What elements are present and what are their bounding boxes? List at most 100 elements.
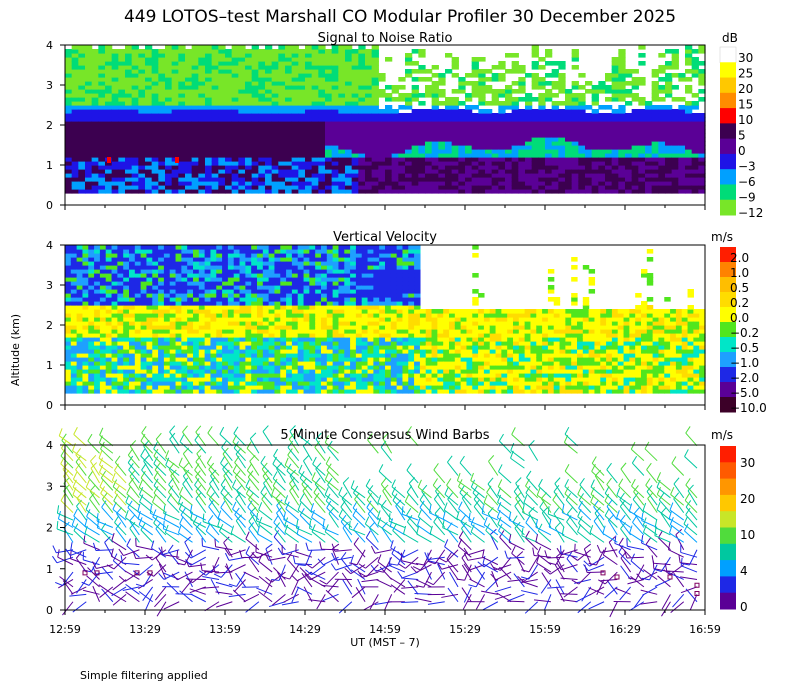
snr-cell: [305, 89, 313, 94]
velocity-cell: [70, 285, 78, 290]
snr-cell: [165, 125, 173, 130]
snr-cell: [278, 49, 286, 54]
snr-cell: [378, 93, 386, 98]
snr-cell: [685, 173, 693, 178]
snr-cell: [278, 101, 286, 106]
velocity-cell: [70, 245, 78, 250]
snr-cell: [331, 121, 339, 126]
snr-cell: [91, 125, 99, 130]
snr-cell: [271, 65, 279, 70]
snr-cell: [691, 105, 699, 110]
snr-cell: [465, 133, 473, 138]
velocity-cell: [198, 317, 206, 322]
snr-cell: [265, 117, 273, 122]
velocity-cell: [286, 249, 293, 254]
velocity-cell: [146, 277, 153, 282]
snr-cell: [478, 85, 486, 90]
snr-cell: [425, 121, 433, 126]
snr-cell: [198, 121, 206, 126]
velocity-cell: [286, 389, 293, 394]
snr-cell: [138, 69, 146, 74]
velocity-cell: [99, 265, 107, 270]
velocity-cell: [82, 289, 89, 294]
snr-cell: [251, 77, 259, 82]
snr-cell: [671, 141, 679, 146]
velocity-cell: [204, 289, 212, 294]
snr-cell: [198, 153, 206, 158]
snr-cell: [671, 165, 679, 170]
velocity-cell: [88, 285, 95, 290]
snr-cell: [371, 117, 379, 122]
velocity-cell: [193, 269, 200, 274]
velocity-cell: [210, 357, 217, 362]
snr-cell: [271, 69, 279, 74]
velocity-cell: [76, 341, 84, 346]
snr-cell: [545, 121, 553, 126]
snr-cell: [345, 113, 353, 118]
velocity-cell: [117, 305, 124, 310]
snr-cell: [331, 53, 339, 58]
snr-cell: [151, 137, 159, 142]
snr-cell: [145, 133, 153, 138]
snr-cell: [365, 121, 373, 126]
snr-cell: [525, 173, 533, 178]
velocity-cell: [146, 321, 153, 326]
snr-cell: [585, 177, 593, 182]
snr-cell: [198, 165, 206, 170]
velocity-cell: [350, 285, 357, 290]
snr-cell: [511, 81, 519, 86]
velocity-cell: [146, 353, 153, 358]
snr-cell: [118, 121, 126, 126]
snr-cell: [298, 129, 306, 134]
velocity-cell: [76, 349, 84, 354]
snr-cell: [491, 117, 499, 122]
snr-cell: [311, 105, 319, 110]
snr-cell: [145, 157, 153, 162]
snr-cell: [611, 181, 619, 186]
snr-cell: [398, 169, 406, 174]
velocity-cell: [163, 253, 171, 258]
velocity-cell: [286, 245, 293, 250]
velocity-cell: [233, 297, 241, 302]
velocity-cell: [222, 373, 229, 378]
snr-cell: [331, 161, 339, 166]
snr-cell: [591, 189, 599, 194]
snr-cell: [598, 81, 606, 86]
snr-cell: [305, 109, 313, 114]
snr-cell: [418, 189, 426, 194]
snr-cell: [251, 141, 259, 146]
velocity-cell: [99, 289, 107, 294]
velocity-cell: [111, 321, 118, 326]
snr-cell: [578, 105, 586, 110]
snr-cell: [145, 181, 153, 186]
snr-cell: [605, 77, 613, 82]
velocity-cell: [268, 317, 276, 322]
snr-cell: [145, 165, 153, 170]
snr-cell: [585, 129, 593, 134]
snr-cell: [618, 189, 626, 194]
velocity-cell: [129, 257, 136, 262]
snr-cell: [551, 149, 559, 154]
velocity-cell: [344, 249, 351, 254]
snr-cell: [658, 165, 666, 170]
snr-cell: [291, 93, 299, 98]
snr-cell: [185, 89, 193, 94]
snr-cell: [205, 97, 213, 102]
snr-cell: [631, 125, 639, 130]
velocity-cell: [321, 341, 328, 346]
velocity-cell: [134, 265, 142, 270]
snr-cell: [478, 137, 486, 142]
snr-cell: [371, 89, 379, 94]
velocity-cell: [344, 253, 351, 258]
velocity-cell: [286, 297, 293, 302]
snr-cell: [685, 45, 693, 50]
snr-cell: [165, 97, 173, 102]
snr-cell: [325, 129, 333, 134]
snr-cell: [431, 109, 439, 114]
velocity-cell: [187, 389, 194, 394]
snr-cell: [105, 177, 113, 182]
velocity-cell: [129, 389, 136, 394]
snr-cell: [651, 89, 659, 94]
snr-cell: [405, 105, 413, 110]
velocity-cell: [321, 373, 328, 378]
